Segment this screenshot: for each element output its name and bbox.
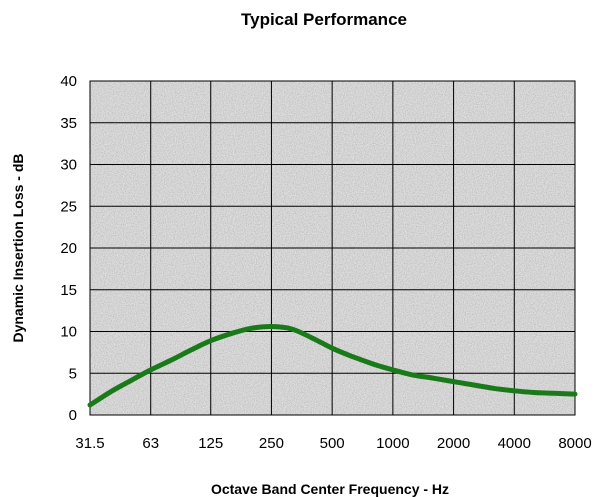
x-tick-label: 2000 — [437, 435, 470, 452]
x-axis-label: Octave Band Center Frequency - Hz — [211, 481, 449, 497]
plot-frame — [89, 80, 576, 416]
x-tick-label: 1000 — [376, 435, 409, 452]
y-tick-label: 40 — [60, 73, 77, 90]
y-tick-label: 30 — [60, 157, 77, 174]
y-tick-label: 25 — [60, 198, 77, 215]
y-tick-label: 15 — [60, 282, 77, 299]
series-line — [87, 323, 578, 408]
y-tick-label: 10 — [60, 324, 77, 341]
x-tick-label: 125 — [198, 435, 223, 452]
x-tick-label: 4000 — [498, 435, 531, 452]
x-tick-label: 500 — [320, 435, 345, 452]
plot-area — [87, 80, 578, 416]
y-axis-label: Dynamic Insertion Loss - dB — [10, 153, 26, 342]
chart-title: Typical Performance — [241, 10, 407, 29]
x-tick-label: 8000 — [558, 435, 591, 452]
x-axis-ticks: 31.5 63 125 250 500 1000 2000 4000 8000 — [75, 435, 591, 452]
x-tick-label: 63 — [142, 435, 159, 452]
y-tick-label: 35 — [60, 115, 77, 132]
y-axis-ticks: 0 5 10 15 20 25 30 35 40 — [60, 73, 77, 424]
y-tick-label: 0 — [69, 407, 77, 424]
y-tick-label: 20 — [60, 240, 77, 257]
y-tick-label: 5 — [69, 365, 77, 382]
x-tick-label: 31.5 — [75, 435, 104, 452]
series-layer — [87, 323, 578, 408]
x-tick-label: 250 — [259, 435, 284, 452]
grid — [89, 80, 576, 416]
